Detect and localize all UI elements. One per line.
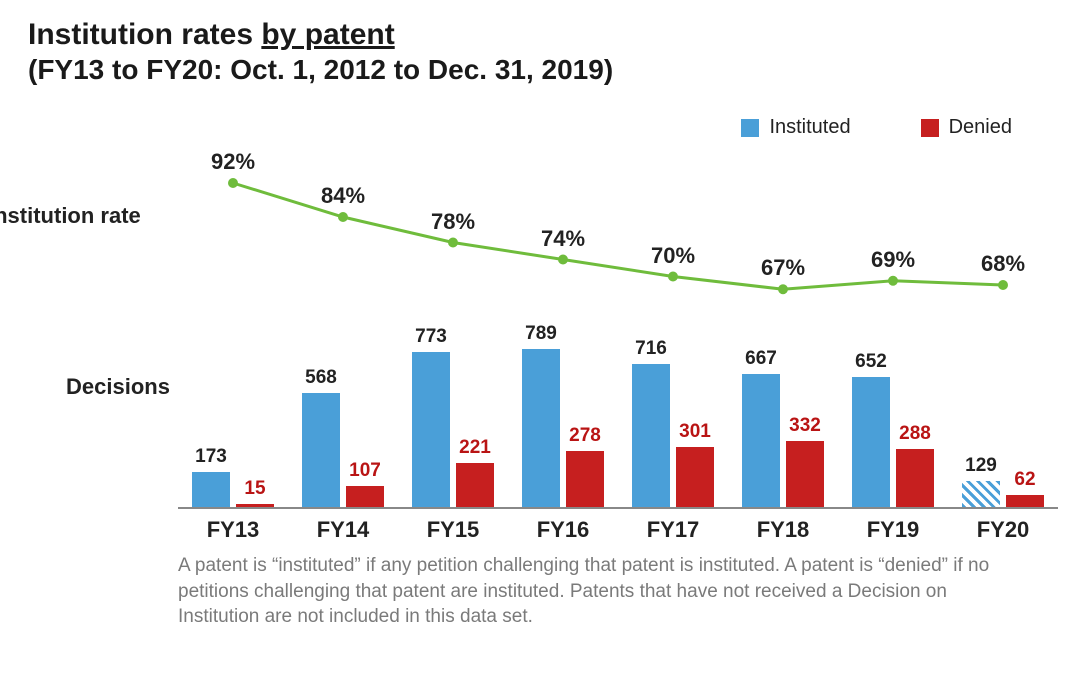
bar-instituted-value: 652 <box>852 351 890 373</box>
rate-pct-label: 92% <box>211 149 255 175</box>
rate-pct-label: 67% <box>761 255 805 281</box>
rate-pct-label: 78% <box>431 209 475 235</box>
bar-denied: 221 <box>456 463 494 507</box>
bar-instituted: 173 <box>192 472 230 507</box>
category-label: FY14 <box>288 517 398 543</box>
bar-denied-value: 288 <box>896 423 934 445</box>
rate-pct-label: 70% <box>651 243 695 269</box>
title-prefix: Institution rates <box>28 18 261 51</box>
chart-area: Institution rate Decisions 1731556810777… <box>48 149 1058 543</box>
category-label: FY16 <box>508 517 618 543</box>
bar-instituted: 652 <box>852 377 890 507</box>
axis-label-rate: Institution rate <box>0 203 141 229</box>
swatch-denied <box>921 119 939 137</box>
category-label: FY15 <box>398 517 508 543</box>
title-line-1: Institution rates by patent <box>28 18 1052 52</box>
title-line-2: (FY13 to FY20: Oct. 1, 2012 to Dec. 31, … <box>28 54 1052 86</box>
rate-pct-label: 74% <box>541 226 585 252</box>
bar-denied: 332 <box>786 441 824 507</box>
bar-denied-value: 332 <box>786 415 824 437</box>
bar-denied: 62 <box>1006 495 1044 507</box>
bar-instituted: 716 <box>632 364 670 507</box>
bar-group: 129 62 <box>955 481 1051 507</box>
bar-denied-value: 107 <box>346 460 384 482</box>
category-label: FY13 <box>178 517 288 543</box>
bar-group: 568 107 <box>295 393 391 507</box>
bar-instituted: 773 <box>412 352 450 507</box>
rate-pct-label: 68% <box>981 251 1025 277</box>
plot: 1731556810777322178927871630166733265228… <box>178 149 1058 509</box>
legend-denied: Denied <box>921 116 1012 139</box>
bar-denied: 301 <box>676 447 714 507</box>
bar-instituted: 667 <box>742 374 780 507</box>
bar-group: 173 15 <box>185 472 281 507</box>
swatch-instituted <box>741 119 759 137</box>
rate-pct-label: 69% <box>871 247 915 273</box>
axis-label-decisions: Decisions <box>66 374 170 400</box>
category-label: FY17 <box>618 517 728 543</box>
category-label: FY20 <box>948 517 1058 543</box>
category-label: FY18 <box>728 517 838 543</box>
bar-denied-value: 15 <box>236 478 274 500</box>
bar-denied-value: 221 <box>456 437 494 459</box>
bar-denied: 278 <box>566 451 604 507</box>
title-underlined: by patent <box>261 18 394 51</box>
legend-instituted-label: Instituted <box>769 116 850 139</box>
bar-instituted-value: 789 <box>522 323 560 345</box>
bar-instituted-value: 173 <box>192 446 230 468</box>
bar-instituted-value: 773 <box>412 326 450 348</box>
bar-group: 652288 <box>845 377 941 507</box>
bar-instituted-value: 129 <box>962 455 1000 477</box>
bar-denied: 288 <box>896 449 934 507</box>
category-labels: FY13FY14FY15FY16FY17FY18FY19FY20 <box>178 517 1058 543</box>
legend-denied-label: Denied <box>949 116 1012 139</box>
bar-denied: 107 <box>346 486 384 507</box>
bar-instituted: 789 <box>522 349 560 507</box>
bar-instituted: 129 <box>962 481 1000 507</box>
bar-instituted-value: 667 <box>742 348 780 370</box>
bar-denied-value: 301 <box>676 421 714 443</box>
bar-denied-value: 62 <box>1006 469 1044 491</box>
bar-instituted-value: 716 <box>632 338 670 360</box>
bar-instituted: 568 <box>302 393 340 507</box>
bar-group: 716301 <box>625 364 721 507</box>
legend: Instituted Denied <box>28 116 1012 139</box>
bar-group: 773221 <box>405 352 501 507</box>
legend-instituted: Instituted <box>741 116 850 139</box>
bar-instituted-value: 568 <box>302 367 340 389</box>
rate-pct-label: 84% <box>321 183 365 209</box>
bar-denied: 15 <box>236 504 274 507</box>
bar-group: 667332 <box>735 374 831 507</box>
bar-denied-value: 278 <box>566 425 604 447</box>
category-label: FY19 <box>838 517 948 543</box>
footnote: A patent is “instituted” if any petition… <box>178 553 1012 630</box>
bar-group: 789278 <box>515 349 611 507</box>
